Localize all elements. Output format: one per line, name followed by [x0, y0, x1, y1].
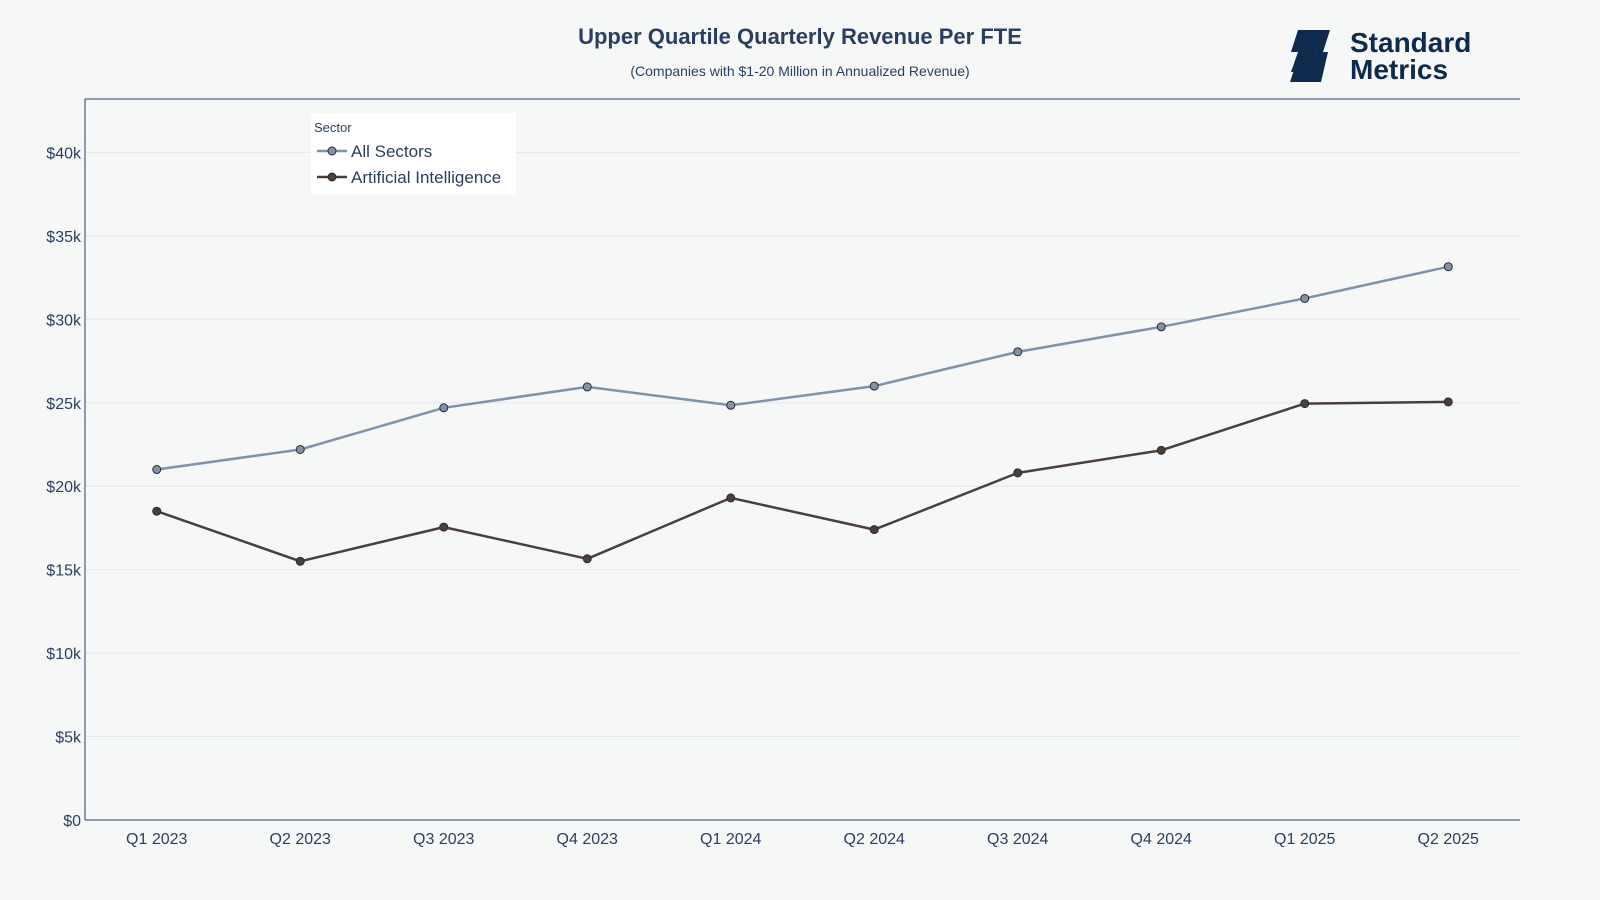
- data-point[interactable]: [295, 556, 305, 566]
- data-point[interactable]: [1443, 397, 1453, 407]
- y-tick-label: $5k: [55, 730, 82, 747]
- data-point[interactable]: [869, 381, 879, 391]
- chart-title: Upper Quartile Quarterly Revenue Per FTE: [578, 24, 1022, 49]
- y-tick-label: $30k: [46, 312, 82, 329]
- x-tick-label: Q1 2024: [700, 831, 761, 848]
- logo-text-line2: Metrics: [1350, 54, 1448, 85]
- series-line-0: [156, 265, 1449, 471]
- data-point[interactable]: [1013, 468, 1023, 478]
- y-tick-label: $20k: [46, 479, 82, 496]
- data-point[interactable]: [869, 525, 879, 535]
- data-point[interactable]: [1156, 445, 1166, 455]
- x-tick-label: Q1 2023: [126, 831, 187, 848]
- legend-item-label[interactable]: All Sectors: [351, 142, 432, 161]
- legend: Sector All Sectors Artificial Intelligence: [311, 113, 516, 195]
- x-tick-label: Q4 2023: [557, 831, 618, 848]
- y-tick-label: $10k: [46, 646, 82, 663]
- y-tick-label: $35k: [46, 229, 82, 246]
- data-point[interactable]: [1013, 347, 1023, 357]
- chart-subtitle: (Companies with $1-20 Million in Annuali…: [630, 63, 969, 79]
- data-point[interactable]: [1300, 293, 1310, 303]
- y-tick-label: $25k: [46, 396, 82, 413]
- standard-metrics-logo: Standard Metrics: [1290, 27, 1471, 85]
- x-tick-label: Q3 2023: [413, 831, 474, 848]
- data-point[interactable]: [439, 522, 449, 532]
- x-tick-label: Q2 2024: [844, 831, 905, 848]
- y-tick-label: $15k: [46, 563, 82, 580]
- legend-title: Sector: [314, 120, 352, 135]
- legend-box: [311, 113, 516, 195]
- data-point[interactable]: [152, 465, 162, 475]
- data-point[interactable]: [582, 382, 592, 392]
- data-point[interactable]: [582, 554, 592, 564]
- legend-item-label[interactable]: Artificial Intelligence: [351, 168, 501, 187]
- x-tick-label: Q1 2025: [1274, 831, 1335, 848]
- y-tick-label: $0: [63, 813, 81, 830]
- data-point[interactable]: [1300, 399, 1310, 409]
- data-point[interactable]: [1156, 322, 1166, 332]
- data-point[interactable]: [152, 506, 162, 516]
- data-point[interactable]: [295, 444, 305, 454]
- x-tick-label: Q2 2023: [270, 831, 331, 848]
- plot-background: [85, 99, 1520, 820]
- legend-swatch-marker: [327, 172, 337, 182]
- y-tick-label: $40k: [46, 145, 82, 162]
- standard-metrics-logo-icon: [1290, 30, 1330, 82]
- data-point[interactable]: [726, 400, 736, 410]
- legend-swatch-marker: [327, 146, 337, 156]
- x-tick-label: Q3 2024: [987, 831, 1048, 848]
- x-tick-label: Q4 2024: [1131, 831, 1192, 848]
- series-line-1: [156, 400, 1449, 563]
- data-point[interactable]: [726, 493, 736, 503]
- data-point[interactable]: [1443, 262, 1453, 272]
- logo-text-line1: Standard: [1350, 27, 1471, 58]
- data-point[interactable]: [439, 403, 449, 413]
- x-tick-label: Q2 2025: [1418, 831, 1479, 848]
- plot-area: $0 $5k $10k $15k $20k $25k $30k $35k $40k Q1 2023…: [46, 98, 1520, 848]
